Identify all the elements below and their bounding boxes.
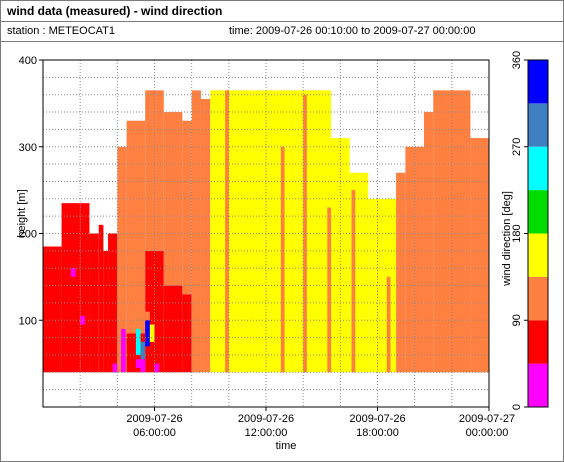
heatmap-cell — [149, 324, 155, 342]
chart-title: wind data (measured) - wind direction — [7, 4, 223, 18]
colorbar-tick-label: 180 — [511, 224, 523, 242]
heatmap-cell — [200, 99, 211, 373]
x-tick-label-date: 2009-07-26 — [126, 413, 182, 425]
y-tick-label: 100 — [19, 315, 37, 327]
heatmap-cell — [396, 172, 406, 373]
colorbar-tick-label: 270 — [511, 138, 523, 156]
colorbar: 0 90 180 270 360 — [511, 51, 549, 410]
heatmap-cell — [70, 268, 76, 277]
x-tick-label-date: 2009-07-26 — [349, 413, 405, 425]
y-tick-label: 200 — [19, 229, 37, 241]
colorbar-bin — [528, 276, 548, 321]
heatmap-cell — [145, 311, 150, 321]
heatmap-cell — [112, 363, 118, 373]
heatmap-cell — [423, 112, 434, 373]
heatmap-cell — [163, 112, 183, 286]
heatmap-cell — [145, 320, 150, 347]
heatmap-cell — [163, 285, 183, 373]
heatmap-cell — [280, 146, 285, 373]
colorbar-bin — [528, 146, 548, 191]
heatmap-cell — [405, 146, 424, 373]
heatmap-cell — [351, 190, 356, 373]
x-tick-label-time: 18:00:00 — [356, 427, 399, 439]
heatmap-cell — [140, 341, 146, 360]
x-tick-label-time: 00:00:00 — [466, 427, 509, 439]
colorbar-tick-label: 360 — [511, 51, 523, 69]
y-axis-label: height [m] — [16, 189, 28, 237]
heatmap-cell — [266, 90, 332, 373]
info-bar: station : METEOCAT1 time: 2009-07-26 00:… — [1, 22, 563, 42]
heatmap-cell — [470, 138, 489, 373]
y-tick-label: 400 — [19, 55, 37, 67]
x-tick-label-time: 12:00:00 — [245, 427, 288, 439]
heatmap-cell — [121, 328, 126, 373]
colorbar-bin — [528, 363, 548, 407]
heatmap-cell — [303, 94, 307, 373]
colorbar-bin — [528, 320, 548, 364]
heatmap-cell — [135, 311, 141, 355]
heatmap-cell — [43, 246, 62, 373]
heatmap-cell — [210, 90, 266, 373]
heatmap-cell — [386, 276, 391, 373]
heatmap-cell — [191, 90, 201, 373]
y-axis: 100 200 300 400 — [19, 55, 43, 327]
grid-lines — [43, 60, 489, 407]
x-tick-label-time: 06:00:00 — [133, 427, 176, 439]
x-axis-label: time — [276, 440, 297, 452]
heatmap-cell — [126, 120, 146, 334]
heatmap-cell — [182, 120, 192, 295]
colorbar-tick-label: 0 — [511, 404, 523, 410]
colorbar-bin — [528, 233, 548, 277]
heatmap-cell — [117, 146, 127, 373]
colorbar-tick-label: 90 — [511, 314, 523, 326]
colorbar-bin — [528, 190, 548, 234]
heatmap-cell — [98, 224, 104, 373]
heatmap-cell — [61, 203, 81, 373]
heatmap-cell — [140, 359, 146, 373]
colorbar-bin — [528, 103, 548, 147]
heatmap-cell — [103, 250, 109, 373]
colorbar-bin — [528, 60, 548, 104]
colorbar-label: wind direction [deg] — [501, 191, 513, 287]
x-axis: 2009-07-26 06:00:00 2009-07-26 12:00:00 2009… — [126, 407, 515, 439]
y-tick-label: 300 — [19, 142, 37, 154]
heatmap-cell — [327, 207, 332, 373]
x-tick-label-date: 2009-07-26 — [238, 413, 294, 425]
heatmap-cell — [182, 294, 192, 373]
time-range-label: time: 2009-07-26 00:10:00 to 2009-07-27 … — [229, 25, 476, 37]
heatmap-cell — [145, 90, 164, 251]
title-bar: wind data (measured) - wind direction — [1, 1, 563, 22]
heatmap-cell — [80, 203, 90, 373]
heatmap-cell — [225, 90, 229, 373]
x-tick-label-date: 2009-07-27 — [459, 413, 515, 425]
heatmap-cell — [135, 311, 141, 329]
heatmap-cell — [154, 363, 160, 373]
station-label: station : METEOCAT1 — [7, 25, 115, 37]
